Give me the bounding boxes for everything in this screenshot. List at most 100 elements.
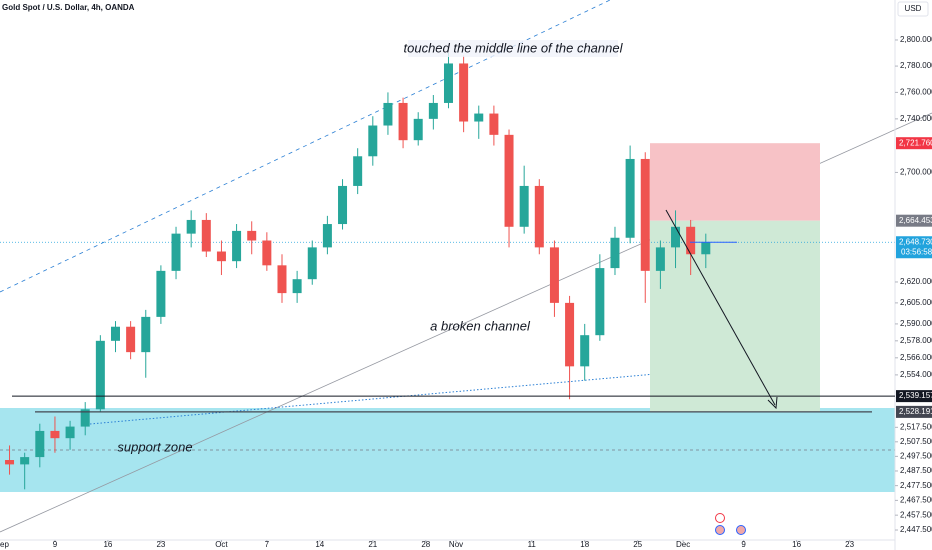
- event-icon[interactable]: [715, 513, 725, 523]
- y-tick-label: 2,497.500: [900, 451, 932, 460]
- candle-body: [383, 102, 393, 126]
- candle-body: [171, 233, 181, 271]
- level-label: 2,528.191: [899, 407, 932, 416]
- level-label: 2,664.453: [899, 216, 932, 225]
- event-flag[interactable]: [715, 525, 725, 535]
- level-label: 2,539.157: [899, 391, 932, 400]
- candle-body: [565, 302, 575, 367]
- countdown: 03:56:58: [901, 247, 932, 256]
- candle-body: [50, 430, 60, 439]
- candle-body: [307, 247, 317, 280]
- candle-body: [95, 340, 105, 410]
- x-tick-label: Oct: [215, 540, 228, 549]
- candle-body: [247, 230, 257, 241]
- x-tick-label: 9: [741, 540, 746, 549]
- level-label-bg: [896, 137, 932, 150]
- y-tick-label: 2,566.000: [900, 353, 932, 362]
- candle-body: [686, 226, 696, 255]
- candle-body: [459, 63, 469, 122]
- x-tick-label: 16: [103, 540, 112, 549]
- candle-body: [5, 460, 15, 465]
- x-tick-label: 16: [792, 540, 801, 549]
- candle-body: [443, 63, 453, 103]
- currency-box[interactable]: [897, 1, 929, 17]
- level-label: 2,648.730: [899, 237, 932, 246]
- candle-body: [519, 185, 529, 227]
- x-tick-label: 14: [315, 540, 324, 549]
- candle-body: [534, 185, 544, 248]
- candle-body: [353, 156, 363, 186]
- candle-body: [413, 118, 423, 141]
- y-tick-label: 2,487.500: [900, 466, 932, 475]
- arrow-head: [767, 396, 778, 410]
- candle-body: [141, 316, 151, 353]
- y-tick-label: 2,700.000: [900, 168, 932, 177]
- candle-body: [580, 335, 590, 367]
- candles: [5, 53, 711, 490]
- x-tick-label: 7: [265, 540, 270, 549]
- candle-body: [322, 224, 332, 248]
- candle-body: [595, 268, 605, 336]
- level-label-bg: [896, 405, 932, 418]
- y-tick-label: 2,740.000: [900, 114, 932, 123]
- candle-body: [489, 113, 499, 135]
- level-label-bg: [896, 390, 932, 403]
- candle-body: [292, 279, 302, 294]
- candle-body: [610, 237, 620, 269]
- candle-body: [549, 247, 559, 303]
- risk-zone: [650, 143, 820, 221]
- candle-body: [216, 251, 226, 262]
- candle-body: [640, 158, 650, 271]
- symbol-title: Gold Spot / U.S. Dollar, 4h, OANDA: [2, 3, 135, 12]
- y-tick-label: 2,578.000: [900, 336, 932, 345]
- y-tick-label: 2,605.000: [900, 298, 932, 307]
- candle-body: [428, 102, 438, 119]
- y-tick-label: 2,507.500: [900, 437, 932, 446]
- y-tick-label: 2,620.000: [900, 277, 932, 286]
- x-tick-label: Dec: [676, 540, 690, 549]
- candle-body: [504, 134, 514, 227]
- level-label-bg: [896, 236, 932, 259]
- candle-body: [701, 242, 711, 255]
- x-tick-label: Nov: [449, 540, 463, 549]
- candle-body: [474, 113, 484, 122]
- annotation: touched the middle line of the channel: [404, 40, 624, 55]
- candle-body: [20, 457, 30, 465]
- candle-body: [368, 125, 378, 157]
- annotation-bg: [408, 40, 618, 57]
- x-tick-label: 28: [421, 540, 430, 549]
- y-tick-label: 2,554.000: [900, 370, 932, 379]
- y-tick-label: 2,800.000: [900, 35, 932, 44]
- drawings-back: [0, 0, 932, 533]
- candle-body: [110, 326, 120, 341]
- y-tick-label: 2,780.000: [900, 61, 932, 70]
- currency[interactable]: USD: [905, 4, 922, 13]
- y-tick-label: 2,760.000: [900, 87, 932, 96]
- candle-body: [201, 219, 211, 252]
- reward-zone: [650, 220, 820, 412]
- x-tick-label: 23: [156, 540, 165, 549]
- candle-body: [338, 185, 348, 225]
- x-tick-label: 23: [845, 540, 854, 549]
- y-tick-label: 2,517.500: [900, 422, 932, 431]
- y-tick-label: 2,457.500: [900, 510, 932, 519]
- x-tick-label: 21: [368, 540, 377, 549]
- event-flag[interactable]: [736, 525, 746, 535]
- candle-body: [262, 240, 272, 266]
- annotation: a broken channel: [430, 318, 531, 333]
- annotation: support zone: [117, 439, 192, 454]
- x-tick-label: 11: [528, 540, 537, 549]
- candle-body: [156, 270, 166, 317]
- level-label-bg: [896, 214, 932, 227]
- y-tick-label: 2,467.500: [900, 495, 932, 504]
- candle-body: [232, 230, 242, 262]
- candle-body: [186, 219, 196, 234]
- candle-body: [65, 426, 75, 439]
- candle-body: [655, 247, 665, 271]
- x-tick-label: 25: [633, 540, 642, 549]
- x-tick-label: 18: [580, 540, 589, 549]
- x-tick-label: ep: [0, 540, 9, 549]
- candle-body: [80, 409, 90, 427]
